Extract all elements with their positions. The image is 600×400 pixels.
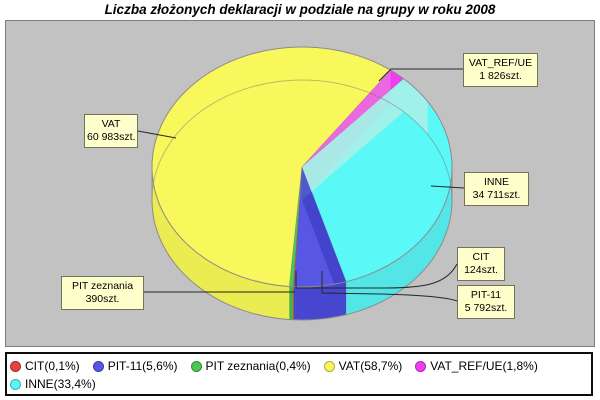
- pit-zeznania-marker-icon: [190, 360, 202, 372]
- callout-label: PIT-11: [470, 289, 502, 301]
- callout-value: 124szt.: [464, 264, 498, 276]
- callout-inne: INNE 34 711szt.: [464, 172, 529, 206]
- callout-value: 1 826szt.: [479, 70, 522, 82]
- legend-item-pit-zeznania: PIT zeznania(0,4%): [190, 359, 311, 373]
- legend-item-pit-11: PIT-11(5,6%): [92, 359, 178, 373]
- legend-label: VAT(58,7%): [338, 359, 403, 373]
- legend-item-cit: CIT(0,1%): [10, 359, 80, 373]
- callout-label: CIT: [472, 251, 490, 263]
- cit-marker-icon: [10, 360, 21, 372]
- legend-row-2: INNE(33,4%): [10, 375, 588, 393]
- legend-label: INNE(33,4%): [25, 377, 96, 391]
- callout-vat-ref-ue: VAT_REF/UE 1 826szt.: [463, 53, 538, 87]
- callout-pit-zeznania: PIT zeznania 390szt.: [61, 276, 144, 310]
- callout-value: 60 983szt.: [87, 131, 136, 143]
- legend-label: PIT-11(5,6%): [107, 359, 178, 373]
- callout-pit-11: PIT-11 5 792szt.: [457, 285, 515, 319]
- legend-row-1: CIT(0,1%) PIT-11(5,6%) PIT zeznania(0,4%…: [10, 357, 588, 375]
- vat-ref-ue-marker-icon: [415, 360, 427, 372]
- chart-title: Liczba złożonych deklaracji w podziale n…: [104, 2, 496, 17]
- callout-value: 390szt.: [85, 293, 120, 305]
- legend: CIT(0,1%) PIT-11(5,6%) PIT zeznania(0,4%…: [5, 352, 593, 396]
- callout-vat: VAT 60 983szt.: [84, 114, 138, 148]
- legend-label: PIT zeznania(0,4%): [205, 359, 311, 373]
- callout-label: INNE: [483, 176, 510, 188]
- legend-item-inne: INNE(33,4%): [10, 377, 96, 391]
- callout-value: 34 711szt.: [472, 189, 521, 201]
- legend-item-vat: VAT(58,7%): [323, 359, 403, 373]
- callout-label: PIT zeznania: [71, 280, 134, 292]
- legend-item-vat-ref-ue: VAT_REF/UE(1,8%): [415, 359, 538, 373]
- callout-label: VAT: [101, 118, 121, 130]
- legend-label: CIT(0,1%): [25, 359, 80, 373]
- callout-label: VAT_REF/UE: [468, 57, 533, 69]
- vat-marker-icon: [323, 360, 335, 372]
- inne-marker-icon: [10, 378, 21, 390]
- pit-11-marker-icon: [92, 360, 104, 372]
- legend-label: VAT_REF/UE(1,8%): [430, 359, 538, 373]
- callout-value: 5 792szt.: [464, 302, 508, 314]
- callout-cit: CIT 124szt.: [457, 247, 505, 281]
